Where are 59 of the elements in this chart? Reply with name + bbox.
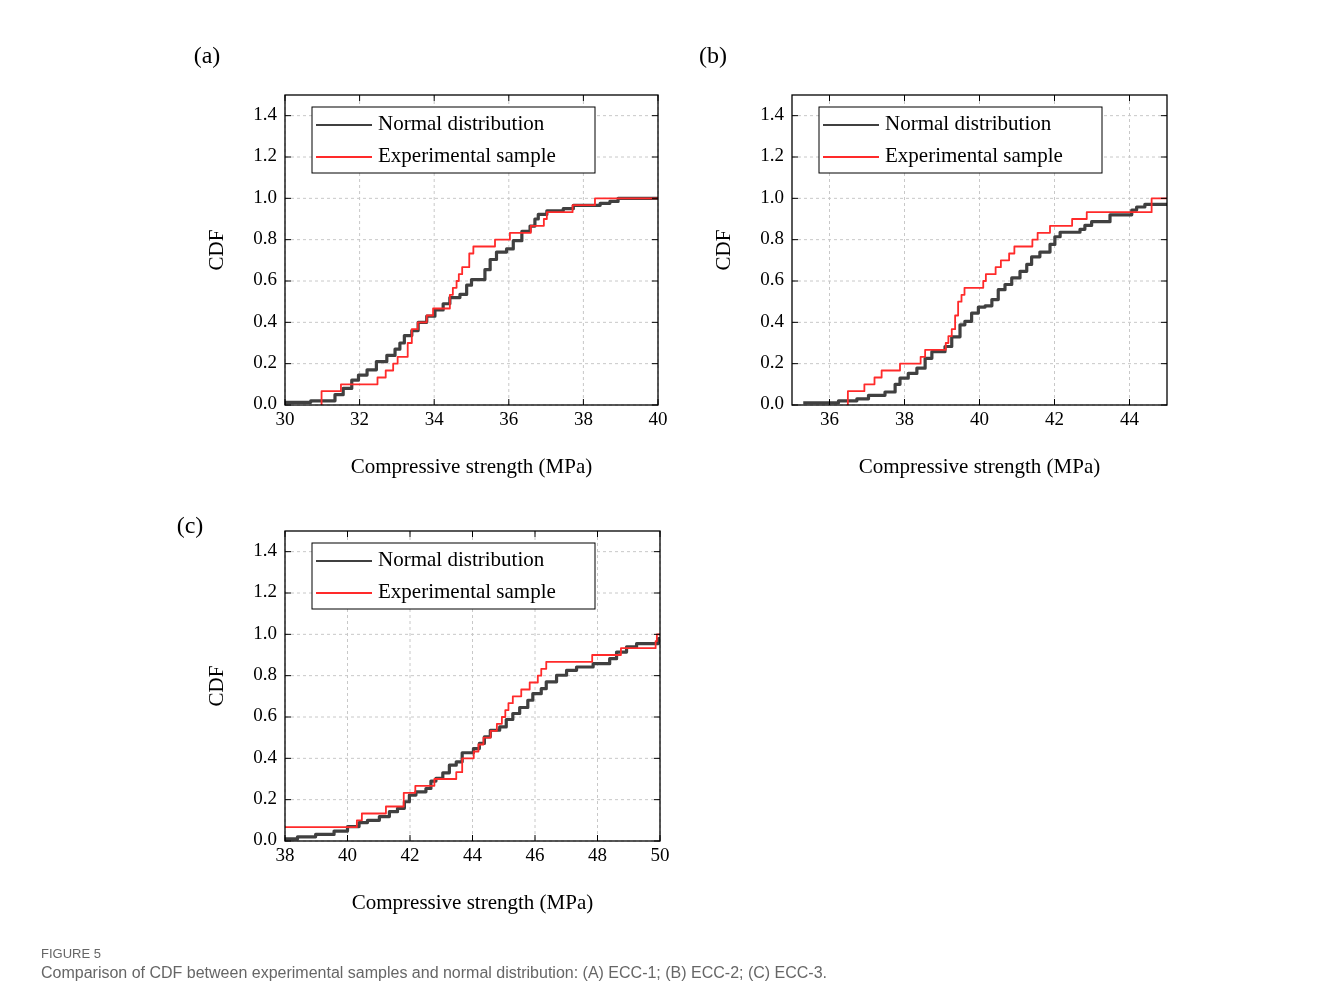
y-tick-label: 1.4 bbox=[253, 103, 278, 125]
y-tick-label: 0.4 bbox=[253, 745, 278, 767]
legend-label: Normal distribution bbox=[378, 546, 545, 571]
x-tick-label: 38 bbox=[573, 408, 593, 429]
y-axis-title: CDF bbox=[204, 665, 228, 707]
x-axis-title: Compressive strength (MPa) bbox=[350, 454, 593, 478]
y-tick-label: 0.4 bbox=[253, 309, 278, 331]
x-tick-label: 44 bbox=[1120, 408, 1140, 429]
y-tick-label: 0.6 bbox=[253, 268, 277, 290]
y-tick-label: 1.0 bbox=[253, 185, 277, 207]
y-axis-title: CDF bbox=[204, 229, 228, 271]
text: Comparison of CDF between experimental samples and normal distribution: (A) ECC-1; (B) ECC-2; (C) ECC-3. bbox=[41, 964, 828, 981]
x-tick-label: 40 bbox=[970, 408, 989, 429]
legend-label: Normal distribution bbox=[885, 110, 1052, 135]
x-tick-label: 32 bbox=[350, 408, 370, 429]
y-tick-label: 0.6 bbox=[253, 704, 277, 726]
x-tick-label: 34 bbox=[424, 408, 445, 429]
x-tick-label: 40 bbox=[648, 408, 668, 429]
x-tick-label: 42 bbox=[1045, 408, 1064, 429]
x-tick-label: 46 bbox=[525, 844, 545, 865]
x-tick-label: 44 bbox=[463, 844, 483, 865]
y-tick-label: 1.4 bbox=[253, 539, 278, 561]
x-tick-label: 50 bbox=[650, 844, 670, 865]
y-tick-label: 0.2 bbox=[760, 351, 784, 373]
y-tick-label: 1.2 bbox=[253, 144, 277, 166]
y-tick-label: 1.0 bbox=[253, 621, 277, 643]
legend-label: Experimental sample bbox=[885, 142, 1063, 167]
y-tick-label: 0.0 bbox=[760, 392, 784, 414]
caption: FIGURE 5 bbox=[41, 946, 101, 961]
chart-title: (c) bbox=[176, 511, 204, 538]
x-tick-label: 36 bbox=[820, 408, 839, 429]
x-tick-label: 40 bbox=[338, 844, 357, 865]
x-tick-label: 36 bbox=[499, 408, 519, 429]
legend-label: Normal distribution bbox=[378, 110, 545, 135]
y-tick-label: 0.6 bbox=[760, 268, 784, 290]
y-tick-label: 0.8 bbox=[253, 663, 277, 685]
legend-label: Experimental sample bbox=[378, 142, 556, 167]
x-axis-title: Compressive strength (MPa) bbox=[858, 454, 1101, 478]
y-tick-label: 0.4 bbox=[760, 309, 785, 331]
y-axis-title: CDF bbox=[711, 229, 735, 271]
y-tick-label: 1.0 bbox=[760, 185, 784, 207]
y-tick-label: 0.2 bbox=[253, 787, 277, 809]
y-tick-label: 1.4 bbox=[760, 103, 785, 125]
y-tick-label: 0.2 bbox=[253, 351, 277, 373]
x-tick-label: 38 bbox=[895, 408, 914, 429]
y-tick-label: 0.8 bbox=[760, 227, 784, 249]
x-tick-label: 38 bbox=[275, 844, 295, 865]
x-tick-label: 30 bbox=[275, 408, 295, 429]
chart-title: (b) bbox=[699, 41, 727, 68]
chart-title: (a) bbox=[193, 41, 221, 68]
y-tick-label: 0.0 bbox=[253, 828, 277, 850]
x-tick-label: 48 bbox=[588, 844, 607, 865]
y-tick-label: 0.8 bbox=[253, 227, 277, 249]
y-tick-label: 0.0 bbox=[253, 392, 277, 414]
x-axis-title: Compressive strength (MPa) bbox=[351, 890, 594, 914]
y-tick-label: 1.2 bbox=[760, 144, 784, 166]
legend-label: Experimental sample bbox=[378, 578, 556, 603]
x-tick-label: 42 bbox=[400, 844, 420, 865]
y-tick-label: 1.2 bbox=[253, 580, 277, 602]
